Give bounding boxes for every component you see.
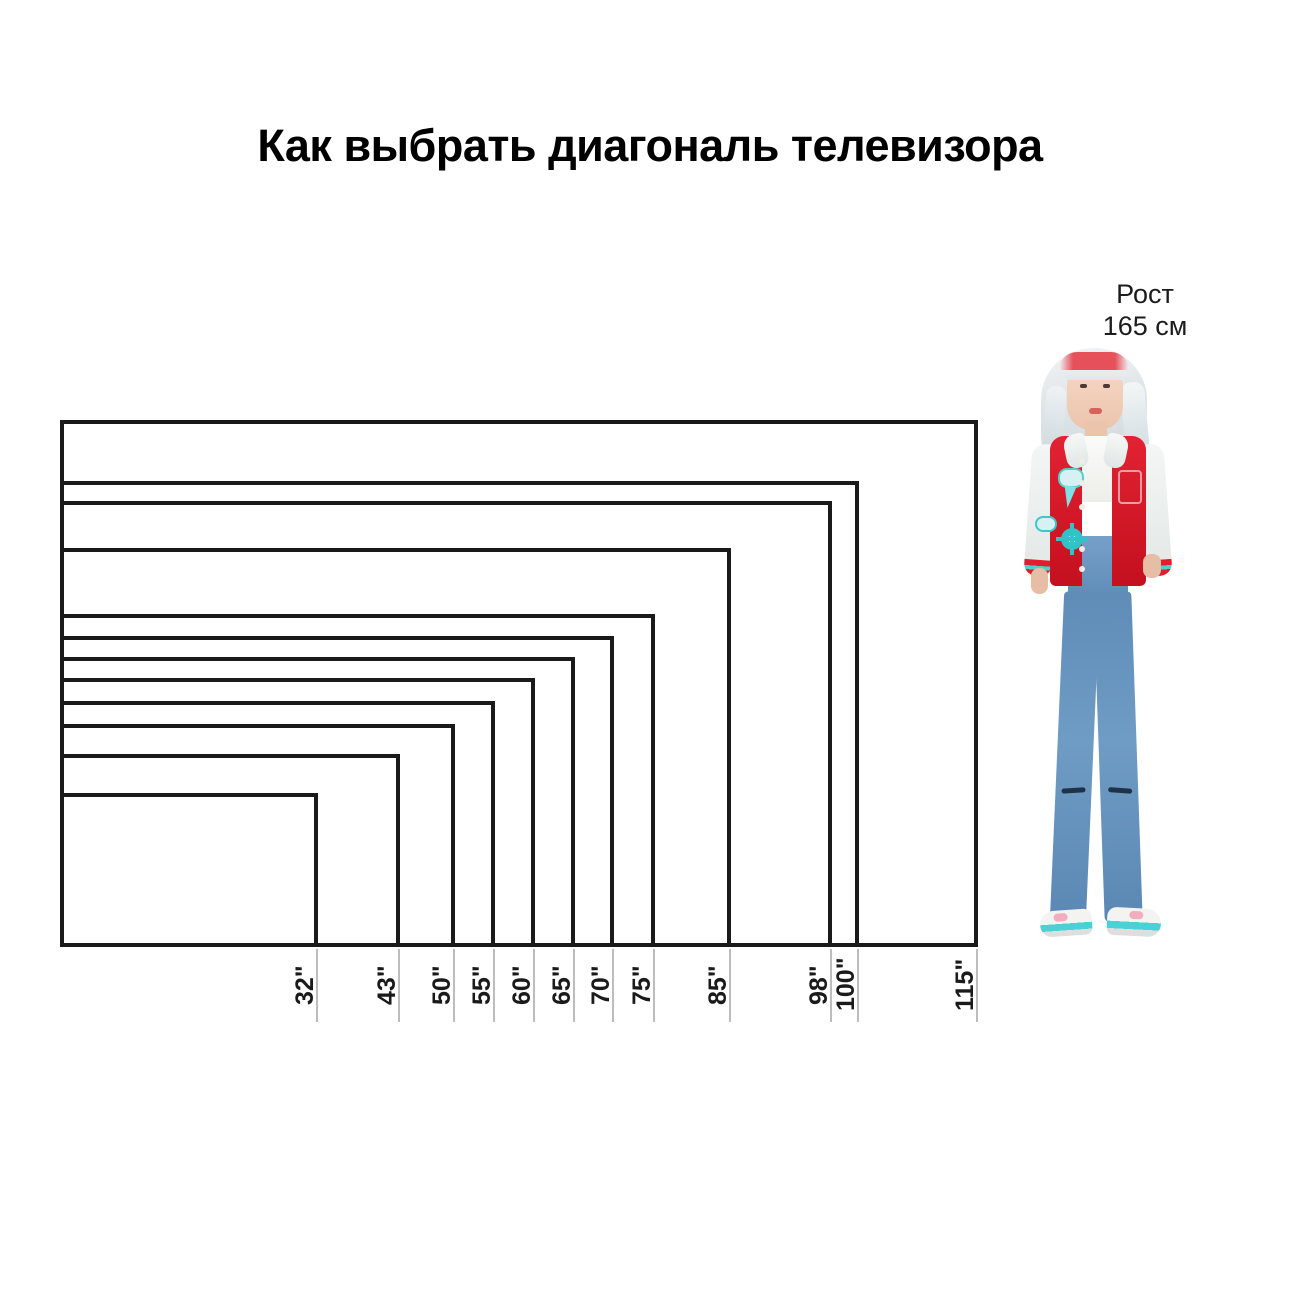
size-label-70: 70": [587, 965, 615, 1005]
guide-line-32: [316, 949, 318, 1022]
guide-line-65: [573, 949, 575, 1022]
oval-patch-icon: [1035, 516, 1057, 532]
lips: [1089, 408, 1102, 414]
size-label-55: 55": [468, 965, 496, 1005]
guide-line-50: [453, 949, 455, 1022]
size-label-50: 50": [428, 965, 456, 1005]
jeans-leg-left: [1049, 591, 1101, 923]
hair-red-streak: [1059, 352, 1129, 370]
jeans-leg-right: [1093, 591, 1143, 923]
hand-right: [1143, 554, 1161, 578]
size-label-98: 98": [805, 965, 833, 1005]
size-label-43: 43": [373, 965, 401, 1005]
page-title: Как выбрать диагональ телевизора: [257, 120, 1043, 171]
size-label-32: 32": [291, 965, 319, 1005]
sneaker-right: [1106, 906, 1162, 938]
size-label-100: 100": [832, 957, 860, 1011]
sneaker-accent-right: [1129, 910, 1144, 920]
guide-line-115: [976, 949, 978, 1022]
jacket-button-5: [1079, 566, 1085, 572]
height-caption-line1: Рост: [1116, 279, 1174, 309]
knee-slit-right: [1108, 787, 1133, 794]
size-label-115: 115": [951, 958, 979, 1011]
guide-line-100: [857, 949, 859, 1022]
person-height-caption: Рост 165 см: [1030, 278, 1260, 342]
cloud-patch-icon: [1058, 468, 1084, 488]
guide-line-75: [653, 949, 655, 1022]
jacket-button-1: [1079, 458, 1085, 464]
hand-left: [1031, 568, 1048, 594]
tv-rect-32: [60, 793, 318, 947]
size-label-85: 85": [704, 965, 732, 1005]
sneaker-left: [1039, 908, 1093, 938]
size-label-65: 65": [548, 965, 576, 1005]
guide-line-98: [830, 949, 832, 1022]
guide-line-85: [729, 949, 731, 1022]
guide-line-70: [612, 949, 614, 1022]
jacket-button-4: [1079, 546, 1085, 552]
height-caption-line2: 165 см: [1102, 311, 1188, 341]
eye-right: [1103, 384, 1110, 388]
jacket-button-3: [1079, 504, 1085, 510]
person-figure: [995, 340, 1200, 950]
sneaker-accent-left: [1053, 912, 1068, 922]
number-patch-icon: [1118, 470, 1142, 504]
jacket-button-2: [1079, 480, 1085, 486]
guide-line-43: [398, 949, 400, 1022]
size-label-75: 75": [628, 965, 656, 1005]
eye-left: [1080, 384, 1087, 388]
size-label-60: 60": [508, 965, 536, 1005]
knee-slit-left: [1061, 787, 1086, 794]
guide-line-55: [493, 949, 495, 1022]
guide-line-60: [533, 949, 535, 1022]
